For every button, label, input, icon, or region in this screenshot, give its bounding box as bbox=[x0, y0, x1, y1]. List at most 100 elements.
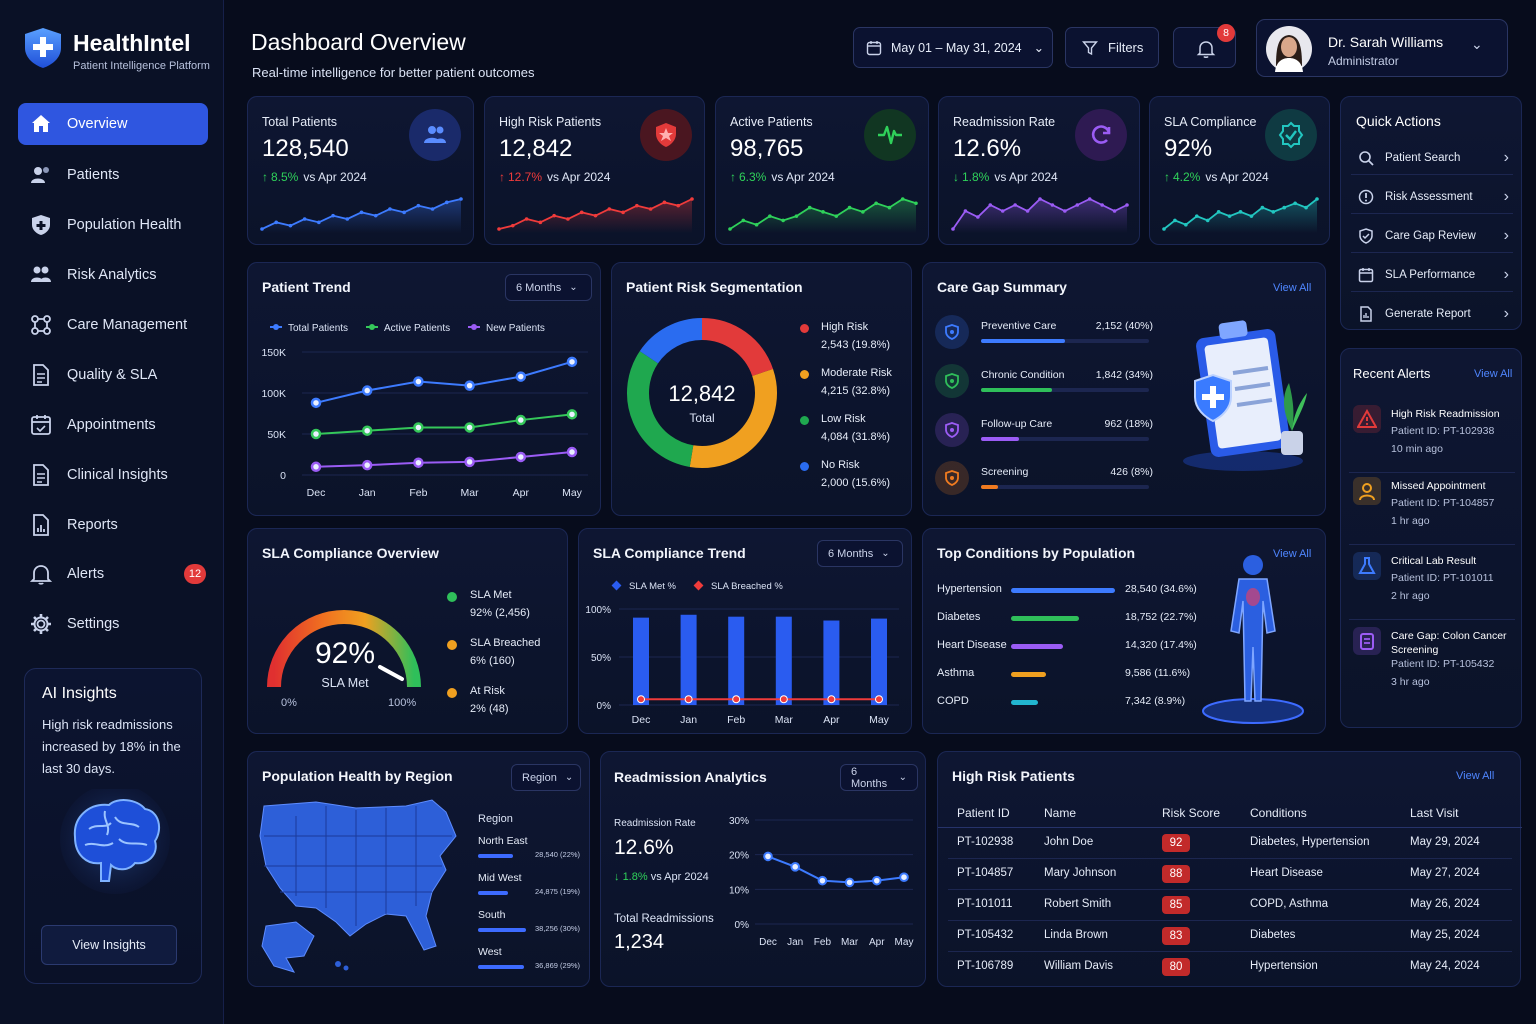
care-gap-item[interactable]: Chronic Condition 1,842 (34%) bbox=[935, 364, 1163, 404]
sparkline-point bbox=[1315, 197, 1319, 201]
table-row[interactable]: PT-106789 William Davis 80 Hypertension May … bbox=[948, 952, 1512, 983]
kpi-card-active-patients[interactable]: Active Patients 98,765 ↑ 6.3% vs Apr 2024 bbox=[715, 96, 929, 245]
quick-action-patient-search[interactable]: Patient Search › bbox=[1351, 141, 1513, 175]
user-profile-menu[interactable]: Dr. Sarah Williams Administrator ⌄ bbox=[1256, 19, 1508, 77]
view-insights-button[interactable]: View Insights bbox=[41, 925, 177, 965]
legend-value: 2,543 (19.8%) bbox=[821, 339, 891, 351]
sidebar-item-label: Patients bbox=[67, 167, 120, 183]
cell-conditions: COPD, Asthma bbox=[1250, 898, 1328, 910]
sparkline-point bbox=[1000, 209, 1005, 213]
care-gap-item[interactable]: Follow-up Care 962 (18%) bbox=[935, 413, 1163, 453]
sparkline-point bbox=[635, 203, 639, 208]
ai-insights-card: AI Insights High risk readmissions incre… bbox=[24, 668, 202, 984]
sparkline-point bbox=[497, 227, 501, 231]
y-tick-label: 150K bbox=[261, 347, 286, 359]
data-point bbox=[817, 875, 828, 886]
region-bar bbox=[478, 891, 509, 895]
data-point bbox=[515, 371, 527, 382]
alert-time: 1 hr ago bbox=[1391, 515, 1430, 527]
region-value: 36,869 (29%) bbox=[535, 961, 581, 970]
sparkline-point bbox=[260, 227, 264, 231]
kpi-card-high-risk-patients[interactable]: High Risk Patients 12,842 ↑ 12.7% vs Apr 202… bbox=[484, 96, 705, 245]
alert-item[interactable]: Care Gap: Colon Cancer Screening Patient … bbox=[1349, 625, 1515, 697]
column-header[interactable]: Last Visit bbox=[1410, 806, 1459, 820]
column-header[interactable]: Conditions bbox=[1250, 806, 1307, 820]
sidebar-item-settings[interactable]: Settings bbox=[18, 603, 208, 645]
table-row[interactable]: PT-102938 John Doe 92 Diabetes, Hypertensio… bbox=[948, 828, 1512, 859]
quick-action-sla-performance[interactable]: SLA Performance › bbox=[1351, 258, 1513, 292]
kpi-delta: ↑ 6.3% vs Apr 2024 bbox=[730, 170, 835, 184]
sidebar-item-quality-sla[interactable]: Quality & SLA bbox=[18, 354, 208, 396]
column-header[interactable]: Name bbox=[1044, 806, 1077, 820]
report-icon bbox=[30, 514, 52, 536]
care-gap-value: 2,152 (40%) bbox=[1095, 320, 1153, 332]
region-name: North East bbox=[478, 835, 528, 847]
readmission-range-dropdown[interactable]: 6 Months ⌄ bbox=[840, 764, 918, 791]
kpi-card-readmission-rate[interactable]: Readmission Rate 12.6% ↓ 1.8% vs Apr 2024 bbox=[938, 96, 1140, 245]
quick-actions-title: Quick Actions bbox=[1356, 113, 1441, 129]
table-row[interactable]: PT-101011 Robert Smith 85 COPD, Asthma May 2… bbox=[948, 890, 1512, 921]
top-conditions-view-all-link[interactable]: View All bbox=[1273, 548, 1312, 560]
sidebar-item-reports[interactable]: Reports bbox=[18, 504, 208, 546]
filters-button[interactable]: Filters bbox=[1065, 27, 1159, 68]
alert-item[interactable]: Missed Appointment Patient ID: PT-104857 1… bbox=[1349, 475, 1515, 545]
y-tick-label: 0% bbox=[735, 920, 750, 931]
sidebar-item-appointments[interactable]: Appointments bbox=[18, 404, 208, 446]
ai-insights-text: High risk readmissions increased by 18% … bbox=[42, 717, 181, 776]
breached-point bbox=[732, 695, 741, 704]
readmission-delta: ↓ 1.8% vs Apr 2024 bbox=[614, 871, 709, 883]
condition-value: 9,586 (11.6%) bbox=[1125, 667, 1191, 679]
quick-action-generate-report[interactable]: Generate Report › bbox=[1351, 297, 1513, 331]
sidebar-item-label: Clinical Insights bbox=[67, 467, 168, 483]
sparkline-point bbox=[794, 214, 799, 218]
kpi-card-sla-compliance[interactable]: SLA Compliance 92% ↑ 4.2% vs Apr 2024 bbox=[1149, 96, 1330, 245]
x-tick-label: Apr bbox=[869, 937, 885, 948]
sparkline-point bbox=[607, 207, 612, 211]
sidebar-item-patients[interactable]: Patients bbox=[18, 154, 208, 196]
brain-icon bbox=[60, 789, 170, 894]
donut-segment-high-risk bbox=[701, 318, 774, 377]
alerts-view-all-link[interactable]: View All bbox=[1474, 368, 1513, 380]
region-dropdown[interactable]: Region ⌄ bbox=[511, 764, 581, 791]
sparkline-point bbox=[951, 227, 955, 231]
sidebar-item-care-management[interactable]: Care Management bbox=[18, 304, 208, 346]
care-gap-item[interactable]: Preventive Care 2,152 (40%) bbox=[935, 315, 1163, 355]
sidebar-item-population-health[interactable]: Population Health bbox=[18, 204, 208, 246]
sparkline-point bbox=[1075, 203, 1080, 207]
patient-trend-range-dropdown[interactable]: 6 Months ⌄ bbox=[505, 274, 592, 301]
region-item: North East 28,540 (22%) bbox=[478, 835, 588, 867]
sparkline-point bbox=[648, 207, 653, 211]
up-arrow-icon: ↑ bbox=[1164, 170, 1170, 184]
user-role: Administrator bbox=[1328, 54, 1399, 68]
sidebar-item-risk-analytics[interactable]: Risk Analytics bbox=[18, 254, 208, 296]
sidebar-item-overview[interactable]: Overview bbox=[18, 103, 208, 145]
care-gap-item[interactable]: Screening 426 (8%) bbox=[935, 461, 1163, 501]
column-header[interactable]: Patient ID bbox=[957, 806, 1010, 820]
column-header[interactable]: Risk Score bbox=[1162, 806, 1221, 820]
table-row[interactable]: PT-105432 Linda Brown 83 Diabetes May 25, 20… bbox=[948, 921, 1512, 952]
top-conditions-title: Top Conditions by Population bbox=[937, 545, 1136, 561]
sidebar-item-alerts[interactable]: Alerts 12 bbox=[18, 553, 208, 595]
sla-trend-range-dropdown[interactable]: 6 Months ⌄ bbox=[817, 540, 903, 567]
date-range-picker[interactable]: May 01 – May 31, 2024 ⌄ bbox=[853, 27, 1053, 68]
sparkline-point bbox=[861, 210, 865, 214]
alert-patient-id: Patient ID: PT-102938 bbox=[1391, 425, 1495, 437]
sparkline-point bbox=[1271, 210, 1276, 214]
alert-item[interactable]: Critical Lab Result Patient ID: PT-101011… bbox=[1349, 550, 1515, 620]
data-point bbox=[899, 872, 909, 882]
care-gap-view-all-link[interactable]: View All bbox=[1273, 282, 1312, 294]
notifications-button[interactable]: 8 bbox=[1173, 24, 1236, 68]
sidebar-item-clinical-insights[interactable]: Clinical Insights bbox=[18, 454, 208, 496]
region-name: West bbox=[478, 946, 502, 958]
high-risk-patients-title: High Risk Patients bbox=[952, 768, 1075, 784]
cell-last: May 24, 2024 bbox=[1410, 960, 1480, 972]
document-icon bbox=[30, 364, 52, 386]
table-row[interactable]: PT-104857 Mary Johnson 88 Heart Disease May … bbox=[948, 859, 1512, 890]
high-risk-view-all-link[interactable]: View All bbox=[1456, 770, 1495, 782]
sparkline-point bbox=[662, 200, 667, 205]
alert-item[interactable]: High Risk Readmission Patient ID: PT-1029… bbox=[1349, 403, 1515, 473]
network-icon bbox=[30, 314, 52, 336]
quick-action-care-gap-review[interactable]: Care Gap Review › bbox=[1351, 219, 1513, 253]
quick-action-risk-assessment[interactable]: Risk Assessment › bbox=[1351, 180, 1513, 214]
kpi-card-total-patients[interactable]: Total Patients 128,540 ↑ 8.5% vs Apr 2024 bbox=[247, 96, 474, 245]
